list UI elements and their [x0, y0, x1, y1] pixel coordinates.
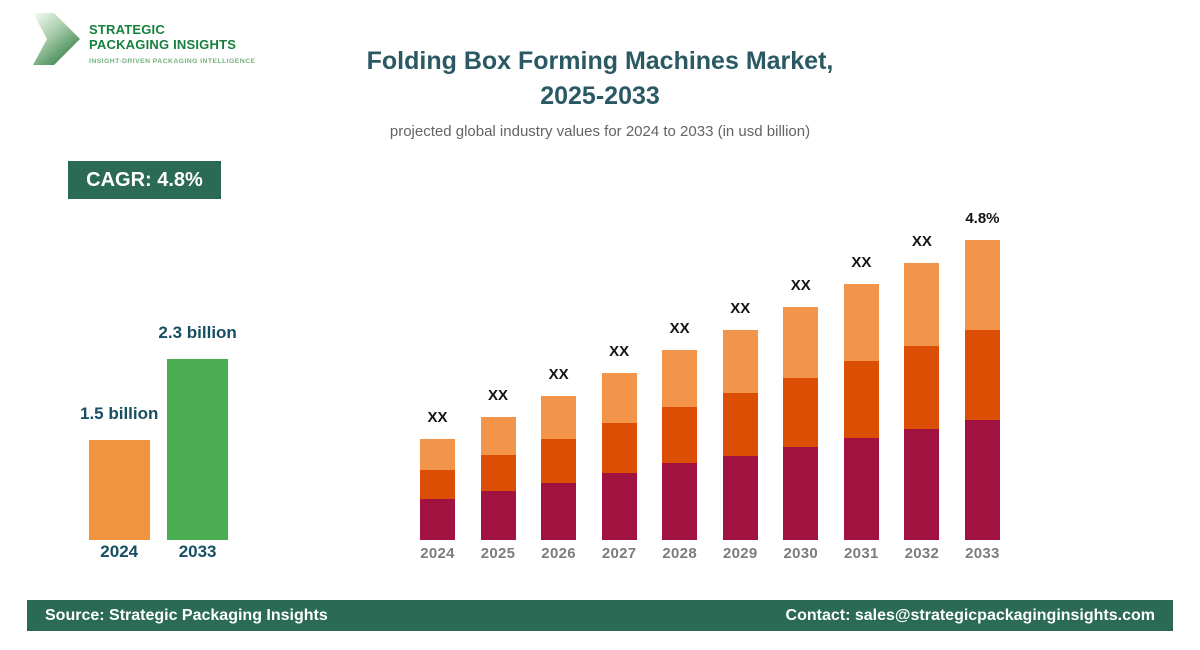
x-axis-label: 2024 — [420, 545, 455, 562]
bar-value-label: XX — [730, 300, 751, 317]
title-block: Folding Box Forming Machines Market, 2025… — [0, 44, 1200, 140]
title-line-1: Folding Box Forming Machines Market, — [366, 47, 834, 75]
bar-segment-middle — [904, 346, 940, 429]
logo-name-line1: STRATEGIC — [89, 22, 165, 37]
x-axis-label: 2029 — [722, 545, 758, 562]
bar-segment-middle — [843, 361, 879, 438]
bar-segment-top — [420, 439, 455, 470]
footer-bar: Source: Strategic Packaging Insights Con… — [27, 600, 1173, 631]
bar-segment-middle — [480, 455, 516, 491]
logo-name-line2: PACKAGING INSIGHTS — [89, 36, 237, 52]
bar-segment-bottom — [904, 429, 940, 540]
stacked-bar-chart: XX 2024 XX 2025 XX 2026 XX 2027 XX 2028 XX 2029 XX 20… — [420, 190, 1000, 562]
bar-value-label: 4.8% — [965, 210, 1000, 227]
bar-segment-middle — [420, 470, 455, 499]
stacked-bar-group: XX 2025 — [480, 387, 516, 562]
title-line-2: 2025-2033 — [540, 82, 660, 110]
x-axis-label: 2027 — [601, 545, 637, 562]
stacked-bar-group: XX 2024 — [420, 409, 455, 562]
bar-segment-middle — [541, 439, 577, 483]
bar-segment-bottom — [480, 491, 516, 540]
bar-segment-bottom — [964, 420, 1000, 540]
source-text: Source: Strategic Packaging Insights — [45, 606, 328, 624]
bar-value-label: 1.5 billion — [80, 404, 159, 423]
bar-segment-bottom — [601, 473, 637, 540]
stacked-bar-group: XX 2032 — [904, 233, 940, 562]
bar-segment-top — [722, 330, 758, 393]
bar-segment-top — [541, 396, 577, 439]
bar-segment-bottom — [541, 483, 577, 540]
bar-value-label: XX — [851, 254, 872, 271]
bar-value-label: 2.3 billion — [158, 323, 237, 342]
logo-chevron-icon — [33, 13, 80, 65]
x-axis-label: 2033 — [178, 542, 217, 561]
bar-segment-top — [662, 350, 698, 407]
mini-bar-group: 2.3 billion 2033 — [158, 323, 236, 562]
bar-segment-top — [601, 373, 637, 423]
contact-text: Contact: sales@strategicpackaginginsight… — [785, 606, 1155, 624]
stacked-bar-group: 4.8% 2033 — [964, 210, 1000, 562]
bar-value-label: XX — [427, 409, 448, 426]
cagr-badge: CAGR: 4.8% — [68, 161, 221, 199]
summary-growth-chart: 1.5 billion 2024 2.3 billion 2033 — [80, 300, 237, 562]
bar-segment-middle — [783, 378, 819, 447]
stacked-bar-group: XX 2029 — [722, 300, 758, 562]
bar-segment-bottom — [722, 456, 758, 540]
bar — [88, 440, 150, 540]
bar-value-label: XX — [609, 343, 630, 360]
stacked-bar-group: XX 2030 — [783, 277, 819, 562]
bar-segment-middle — [722, 393, 758, 456]
x-axis-label: 2033 — [965, 545, 1000, 562]
logo: STRATEGIC PACKAGING INSIGHTS INSIGHT-DRI… — [33, 13, 255, 65]
bar-value-label: XX — [911, 233, 932, 250]
bar-segment-middle — [662, 407, 698, 463]
bar-segment-top — [904, 263, 940, 346]
stacked-bar-group: XX 2028 — [662, 320, 698, 562]
bar-value-label: XX — [790, 277, 811, 294]
bar — [167, 359, 229, 540]
stacked-bar-group: XX 2027 — [601, 343, 637, 562]
bar-segment-middle — [601, 423, 637, 473]
bar-segment-bottom — [420, 499, 455, 540]
bar-segment-middle — [964, 330, 1000, 420]
logo-tagline: INSIGHT-DRIVEN PACKAGING INTELLIGENCE — [89, 58, 256, 65]
x-axis-label: 2026 — [541, 545, 576, 562]
x-axis-label: 2024 — [100, 542, 139, 561]
x-axis-label: 2025 — [480, 545, 516, 562]
bar-value-label: XX — [488, 387, 509, 404]
bar-value-label: XX — [548, 366, 569, 383]
bar-value-label: XX — [669, 320, 690, 337]
bar-segment-bottom — [783, 447, 819, 540]
logo-name: STRATEGIC PACKAGING INSIGHTS — [89, 22, 255, 52]
bar-segment-top — [783, 307, 819, 378]
x-axis-label: 2028 — [662, 545, 697, 562]
x-axis-label: 2031 — [844, 545, 879, 562]
logo-text: STRATEGIC PACKAGING INSIGHTS INSIGHT-DRI… — [89, 13, 255, 65]
bar-segment-top — [964, 240, 1000, 330]
stacked-bar-group: XX 2026 — [541, 366, 577, 562]
mini-bar-group: 1.5 billion 2024 — [80, 404, 158, 562]
x-axis-label: 2032 — [904, 545, 940, 562]
bar-segment-bottom — [662, 463, 698, 540]
bar-segment-top — [480, 417, 516, 455]
page-title: Folding Box Forming Machines Market, 2025… — [0, 44, 1200, 114]
stacked-bar-group: XX 2031 — [843, 254, 879, 562]
page-subtitle: projected global industry values for 202… — [389, 123, 811, 140]
bar-segment-top — [843, 284, 879, 361]
bar-segment-bottom — [843, 438, 879, 540]
x-axis-label: 2030 — [783, 545, 819, 562]
